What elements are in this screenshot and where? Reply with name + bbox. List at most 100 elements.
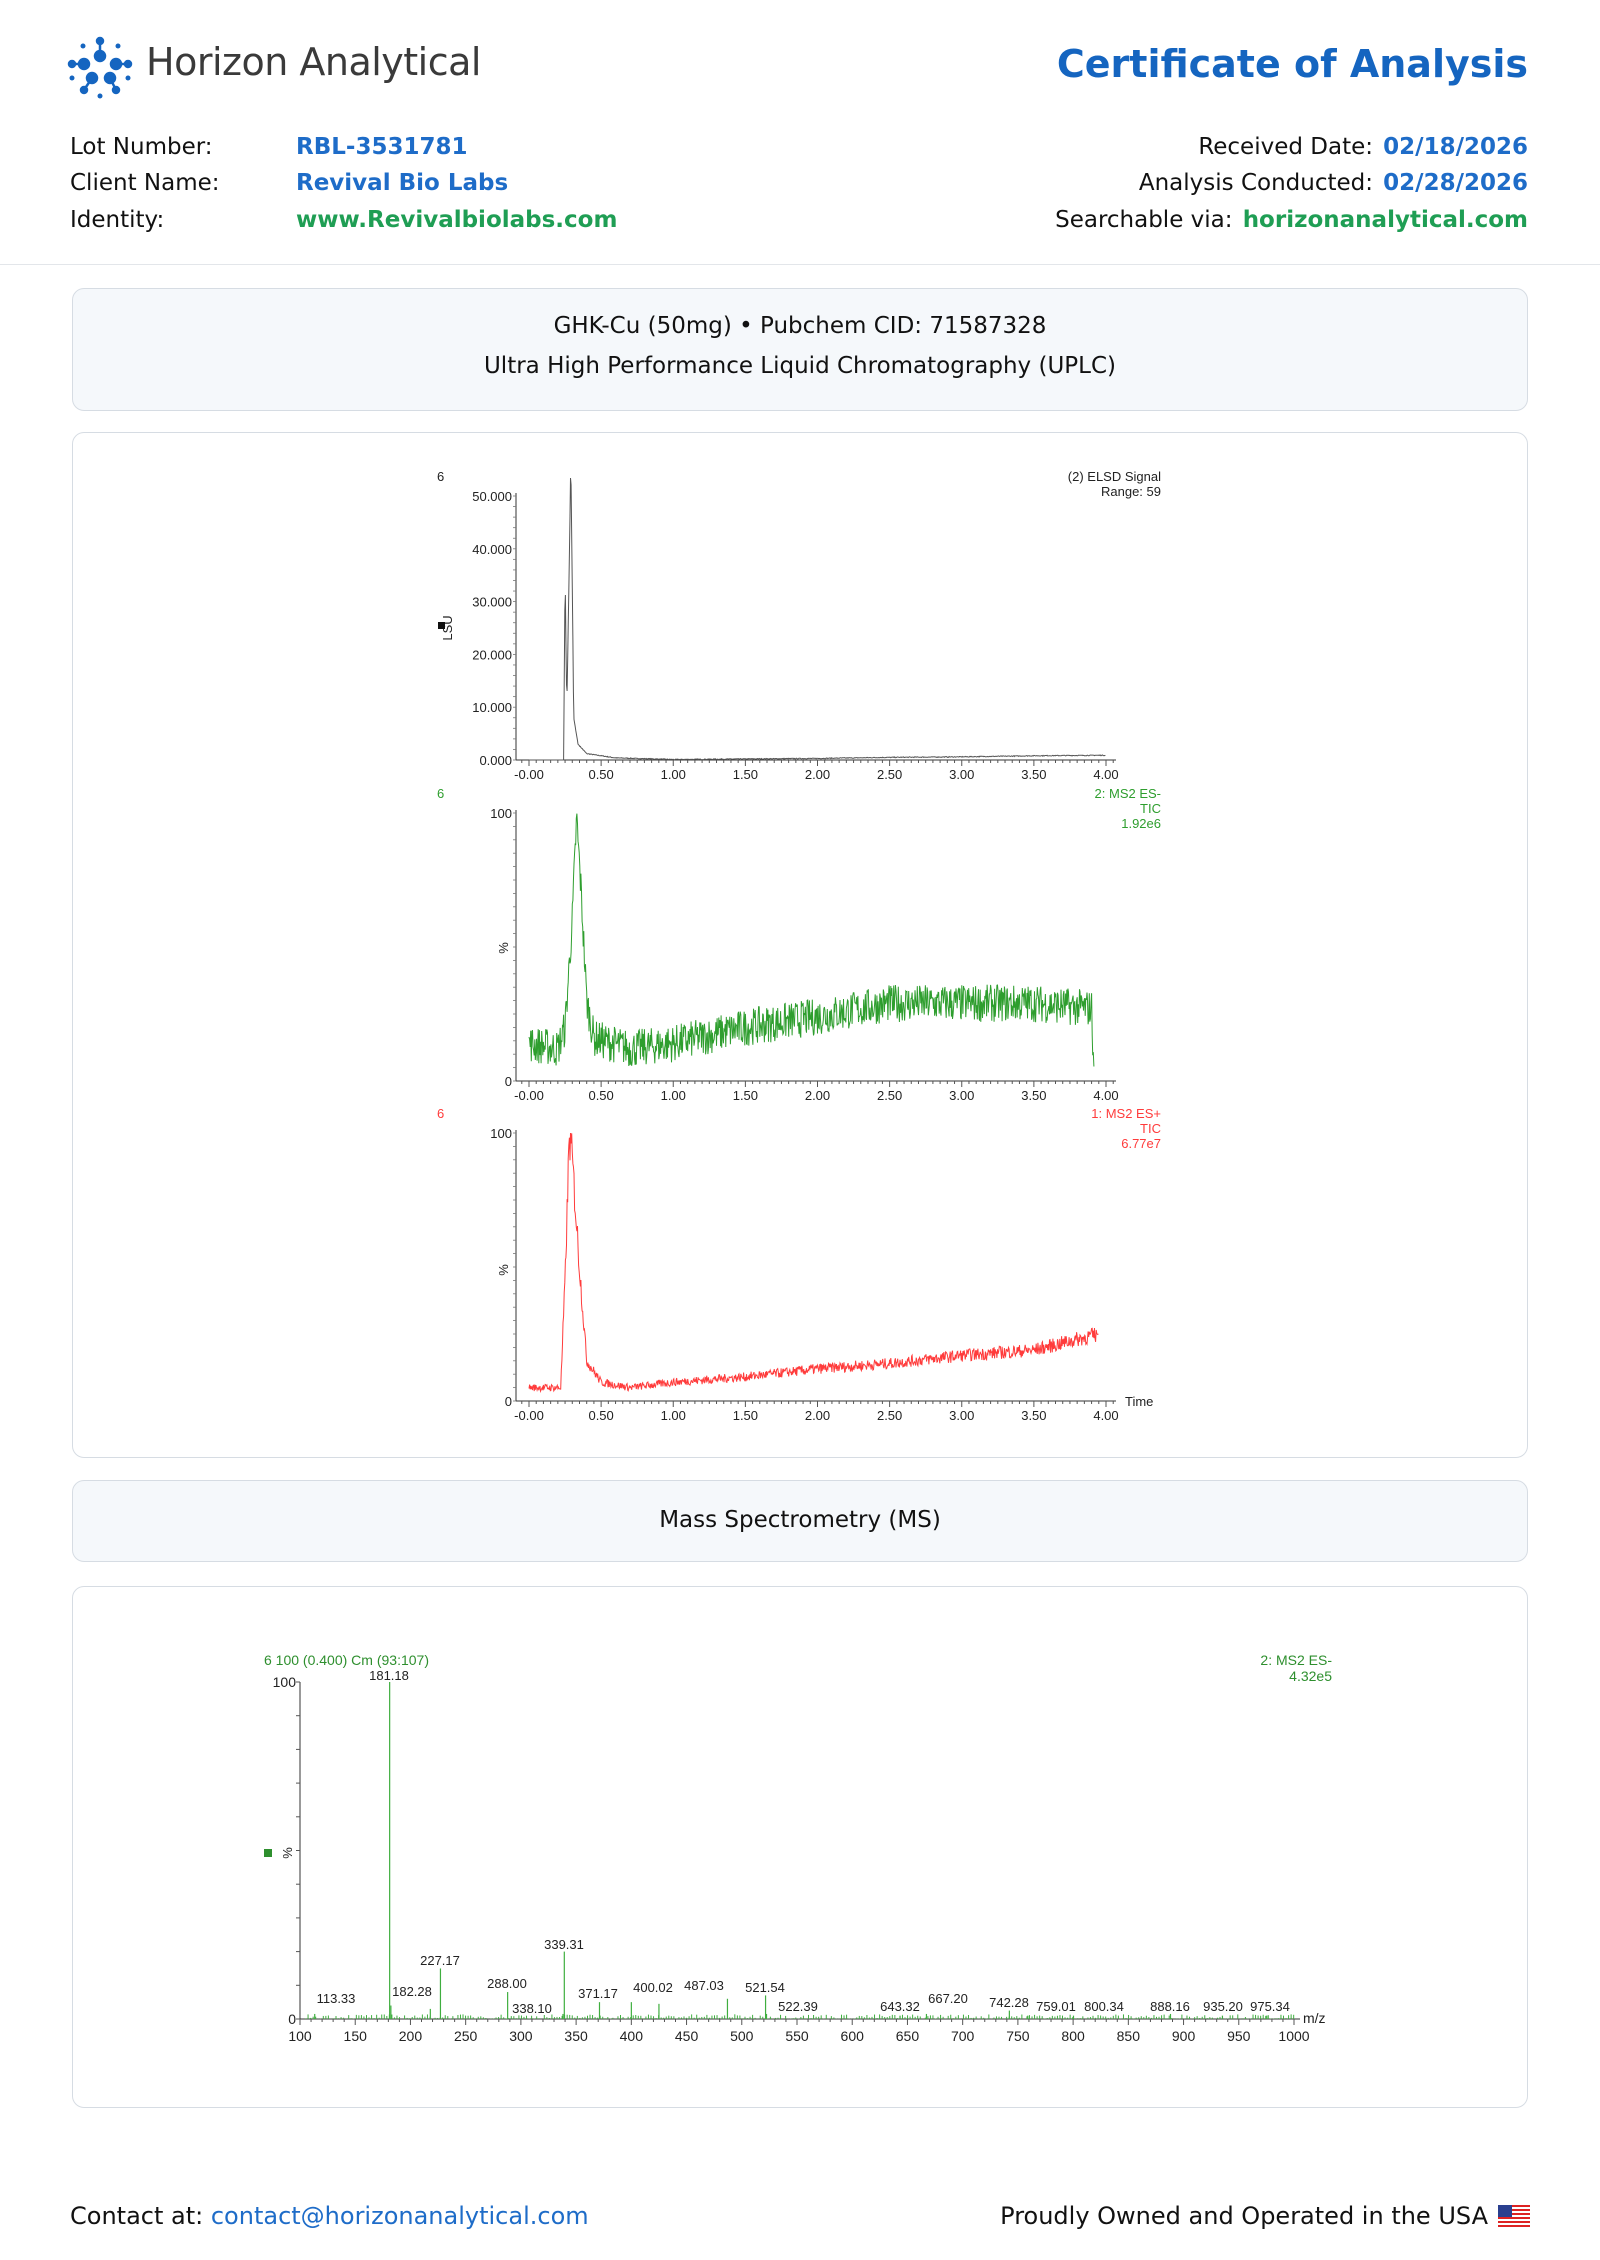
- spectrum-legend: 2: MS2 ES-: [1260, 1652, 1332, 1668]
- client-name-label: Client Name:: [70, 170, 220, 196]
- x-tick-label: 1000: [1278, 2028, 1309, 2044]
- analysis-date-row: Analysis Conducted: 02/28/2026: [1139, 170, 1528, 196]
- peak-label: 181.18: [369, 1668, 409, 1683]
- peak-label: 227.17: [420, 1953, 460, 1968]
- product-line: GHK-Cu (50mg) • Pubchem CID: 71587328: [553, 313, 1047, 339]
- x-tick-label: 3.00: [949, 767, 974, 782]
- header-divider: [0, 264, 1600, 265]
- trace-legend: TIC: [1140, 801, 1161, 816]
- identity-link[interactable]: www.Revivalbiolabs.com: [296, 207, 618, 233]
- chromatogram-box: [72, 432, 1528, 1458]
- y-tick-label: 20.000: [472, 647, 512, 662]
- peak-label: 800.34: [1084, 1999, 1124, 2014]
- x-tick-label: 900: [1172, 2028, 1196, 2044]
- searchable-label: Searchable via:: [1055, 207, 1233, 233]
- y-axis-label: %: [280, 1847, 295, 1859]
- x-tick-label: 300: [509, 2028, 533, 2044]
- trace-legend: TIC: [1140, 1121, 1161, 1136]
- client-name-value: Revival Bio Labs: [296, 170, 509, 196]
- y-tick-label: 100: [490, 806, 512, 821]
- y-axis-label: LSU: [440, 615, 455, 640]
- brand-name: Horizon Analytical: [146, 40, 481, 84]
- x-tick-label: 2.50: [877, 1408, 902, 1423]
- x-tick-label: 600: [841, 2028, 865, 2044]
- y-axis-label: %: [496, 1264, 511, 1276]
- scan-label: 6: [437, 469, 444, 484]
- peak-label: 975.34: [1250, 1999, 1290, 2014]
- x-tick-label: 200: [399, 2028, 423, 2044]
- lot-number-label: Lot Number:: [70, 134, 213, 160]
- peak-label: 643.32: [880, 1999, 920, 2014]
- y-tick-label: 10.000: [472, 700, 512, 715]
- us-flag-icon: [1498, 2205, 1530, 2229]
- peak-label: 371.17: [578, 1986, 618, 2001]
- x-tick-label: -0.00: [514, 1408, 544, 1423]
- x-tick-label: 0.50: [588, 1088, 613, 1103]
- x-tick-label: -0.00: [514, 1088, 544, 1103]
- chromatogram-trace: [529, 477, 1106, 761]
- method-line: Ultra High Performance Liquid Chromatogr…: [483, 353, 1117, 379]
- x-tick-label: 0.50: [588, 767, 613, 782]
- received-date-value: 02/18/2026: [1383, 134, 1528, 160]
- x-tick-label: 950: [1227, 2028, 1251, 2044]
- molecule-burst-logo-icon: [67, 36, 133, 99]
- x-tick-label: 3.00: [949, 1088, 974, 1103]
- x-tick-label: 3.50: [1021, 1088, 1046, 1103]
- chromatogram-trace: [528, 1132, 1099, 1394]
- x-tick-label: 2.00: [805, 1088, 830, 1103]
- peak-label: 667.20: [928, 1991, 968, 2006]
- x-tick-label: 400: [620, 2028, 644, 2044]
- x-tick-label: 4.00: [1093, 767, 1118, 782]
- spectrum-legend: 4.32e5: [1289, 1668, 1332, 1684]
- x-axis-label: Time: [1125, 1394, 1153, 1409]
- trace-legend: Range: 59: [1101, 484, 1161, 499]
- searchable-row: Searchable via: horizonanalytical.com: [1055, 207, 1528, 233]
- x-tick-label: 650: [896, 2028, 920, 2044]
- x-tick-label: 1.00: [661, 1088, 686, 1103]
- trace-legend: 2: MS2 ES-: [1095, 786, 1161, 801]
- x-tick-label: 1.50: [733, 767, 758, 782]
- y-tick-label: 0: [288, 2011, 296, 2027]
- trace-legend: (2) ELSD Signal: [1068, 469, 1161, 484]
- contact-email-link[interactable]: contact@horizonanalytical.com: [210, 2202, 589, 2230]
- x-tick-label: 2.00: [805, 1408, 830, 1423]
- x-tick-label: 3.50: [1021, 767, 1046, 782]
- x-tick-label: 750: [1006, 2028, 1030, 2044]
- x-tick-label: -0.00: [514, 767, 544, 782]
- peak-label: 487.03: [684, 1978, 724, 1993]
- peak-label: 338.10: [512, 2001, 552, 2016]
- x-tick-label: 3.00: [949, 1408, 974, 1423]
- received-date-label: Received Date:: [1198, 134, 1373, 160]
- mass-spectrum-box: [72, 1586, 1528, 2108]
- x-tick-label: 800: [1061, 2028, 1085, 2044]
- channel-marker: [438, 622, 445, 629]
- scan-label: 6: [437, 1106, 444, 1121]
- x-tick-label: 100: [288, 2028, 312, 2044]
- peak-label: 339.31: [544, 1937, 584, 1952]
- y-tick-label: 100: [273, 1674, 297, 1690]
- searchable-link[interactable]: horizonanalytical.com: [1242, 207, 1528, 233]
- x-tick-label: 250: [454, 2028, 478, 2044]
- peak-label: 759.01: [1036, 1999, 1076, 2014]
- x-tick-label: 350: [564, 2028, 588, 2044]
- y-tick-label: 40.000: [472, 542, 512, 557]
- x-tick-label: 1.50: [733, 1408, 758, 1423]
- ms-title: Mass Spectrometry (MS): [659, 1507, 941, 1533]
- x-tick-label: 3.50: [1021, 1408, 1046, 1423]
- x-tick-label: 2.00: [805, 767, 830, 782]
- analysis-date-value: 02/28/2026: [1383, 170, 1528, 196]
- y-tick-label: 50.000: [472, 489, 512, 504]
- peak-label: 182.28: [392, 1984, 432, 1999]
- peak-label: 935.20: [1203, 1999, 1243, 2014]
- footer-tagline: Proudly Owned and Operated in the USA: [1000, 2202, 1488, 2230]
- x-tick-label: 0.50: [588, 1408, 613, 1423]
- footer-contact: Contact at: contact@horizonanalytical.co…: [70, 2202, 589, 2230]
- y-axis-label: %: [496, 942, 511, 954]
- y-tick-label: 0.000: [479, 753, 512, 768]
- trace-legend: 1.92e6: [1121, 816, 1161, 831]
- x-tick-label: 1.50: [733, 1088, 758, 1103]
- x-tick-label: 2.50: [877, 767, 902, 782]
- x-tick-label: 450: [675, 2028, 699, 2044]
